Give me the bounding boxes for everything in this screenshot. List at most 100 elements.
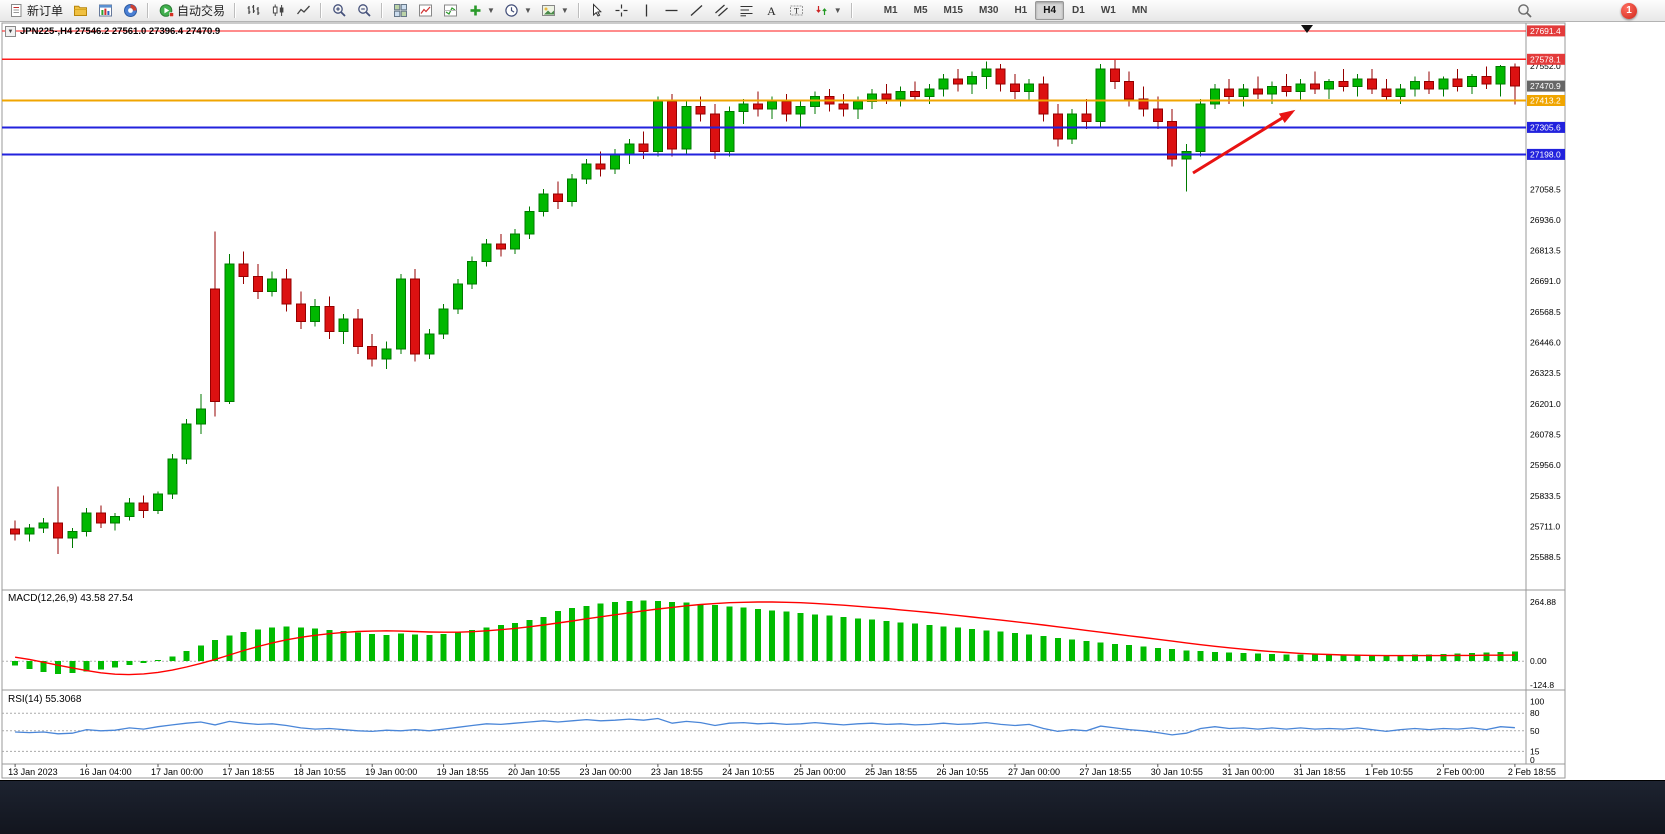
bar-chart-icon — [245, 3, 261, 19]
profiles-button[interactable] — [68, 1, 92, 21]
toolbar-separator — [234, 3, 237, 18]
horizontal-line-button[interactable] — [660, 1, 684, 21]
svg-text:26 Jan 10:55: 26 Jan 10:55 — [937, 767, 989, 777]
trend-arrow — [1192, 110, 1293, 175]
channel-button[interactable] — [710, 1, 734, 21]
timeframe-button-h1[interactable]: H1 — [1014, 5, 1028, 16]
templates-button[interactable]: ▼ — [537, 1, 573, 21]
chart-title-bar: ▼ JPN225-,H4 27546.2 27561.0 27396.4 274… — [5, 26, 220, 37]
line-chart-icon — [295, 3, 311, 19]
svg-text:A: A — [767, 4, 776, 18]
timeframe-button-d1[interactable]: D1 — [1072, 5, 1085, 16]
chart-region: 27552.0 27058.5 26936.0 26813.5 26691.0 26568… — [0, 22, 1665, 780]
svg-text:27 Jan 18:55: 27 Jan 18:55 — [1079, 767, 1131, 777]
svg-text:27470.9: 27470.9 — [1530, 81, 1561, 91]
one-click-trading-toggle[interactable]: ▼ — [5, 26, 16, 37]
time-axis: 13 Jan 2023 16 Jan 04:00 17 Jan 00:00 17 Ja… — [8, 764, 1556, 777]
toolbar-separator — [147, 3, 150, 18]
svg-text:26691.0: 26691.0 — [1530, 276, 1561, 286]
toolbar-separator — [320, 3, 323, 18]
indicators-button[interactable] — [413, 1, 437, 21]
svg-text:24 Jan 10:55: 24 Jan 10:55 — [722, 767, 774, 777]
line-chart-button[interactable] — [291, 1, 315, 21]
new-order-button[interactable]: 新订单 — [4, 1, 67, 21]
price-level-lines[interactable] — [2, 30, 1526, 156]
notification-badge[interactable]: 1 — [1621, 2, 1637, 19]
svg-text:0: 0 — [1530, 755, 1535, 765]
svg-text:26323.5: 26323.5 — [1530, 368, 1561, 378]
toolbar-separator — [850, 3, 853, 18]
svg-text:27413.2: 27413.2 — [1530, 96, 1561, 106]
cursor-button[interactable] — [585, 1, 609, 21]
timeframe-button-w1[interactable]: W1 — [1100, 5, 1116, 16]
timeframe-button-mn[interactable]: MN — [1131, 5, 1148, 16]
svg-text:26201.0: 26201.0 — [1530, 399, 1561, 409]
svg-text:27058.5: 27058.5 — [1530, 184, 1561, 194]
svg-text:100: 100 — [1530, 696, 1544, 706]
search-icon[interactable] — [1517, 3, 1533, 19]
clock-icon — [504, 3, 520, 19]
svg-text:31 Jan 00:00: 31 Jan 00:00 — [1222, 767, 1274, 777]
taskbar — [0, 780, 1665, 834]
auto-trading-button[interactable]: 自动交易 — [154, 1, 229, 21]
annotations[interactable] — [1192, 25, 1313, 175]
help-button[interactable] — [118, 1, 142, 21]
svg-text:16 Jan 04:00: 16 Jan 04:00 — [80, 767, 132, 777]
zoom-out-icon — [356, 3, 372, 19]
text-label-button[interactable]: T — [785, 1, 809, 21]
horizontal-line-icon — [664, 3, 680, 19]
timeframe-button-m1[interactable]: M1 — [883, 5, 898, 16]
svg-text:2 Feb 18:55: 2 Feb 18:55 — [1508, 767, 1556, 777]
templates-icon — [541, 3, 557, 19]
chart-title: JPN225-,H4 27546.2 27561.0 27396.4 27470… — [20, 26, 221, 37]
svg-text:25833.5: 25833.5 — [1530, 491, 1561, 501]
timeframe-button-h4[interactable]: H4 — [1035, 1, 1065, 20]
chevron-down-icon: ▼ — [523, 6, 532, 15]
crosshair-icon — [614, 3, 630, 19]
toolbar-right: 1 — [1517, 2, 1661, 19]
text-label-icon: T — [789, 3, 805, 19]
fibonacci-button[interactable] — [735, 1, 759, 21]
crosshair-button[interactable] — [610, 1, 634, 21]
add-indicator-button[interactable]: ▼ — [463, 1, 499, 21]
svg-text:23 Jan 00:00: 23 Jan 00:00 — [580, 767, 632, 777]
chevron-down-icon: ▼ — [833, 6, 842, 15]
svg-text:1 Feb 10:55: 1 Feb 10:55 — [1365, 767, 1413, 777]
zoom-out-button[interactable] — [352, 1, 376, 21]
chevron-down-icon: ▼ — [560, 6, 569, 15]
svg-text:18 Jan 10:55: 18 Jan 10:55 — [294, 767, 346, 777]
bar-chart-button[interactable] — [241, 1, 265, 21]
text-button[interactable]: A — [760, 1, 784, 21]
svg-text:30 Jan 10:55: 30 Jan 10:55 — [1151, 767, 1203, 777]
timeframe-button-m5[interactable]: M5 — [913, 5, 928, 16]
new-chart-button[interactable] — [93, 1, 117, 21]
svg-text:27305.6: 27305.6 — [1530, 122, 1561, 132]
tile-windows-button[interactable] — [388, 1, 412, 21]
timeframe-button-m30[interactable]: M30 — [978, 5, 999, 16]
svg-text:0.00: 0.00 — [1530, 656, 1547, 666]
svg-text:25 Jan 00:00: 25 Jan 00:00 — [794, 767, 846, 777]
chart-canvas[interactable]: 27552.0 27058.5 26936.0 26813.5 26691.0 26568… — [0, 22, 1665, 780]
candles[interactable] — [10, 58, 1520, 555]
shapes-button[interactable]: ▼ — [810, 1, 846, 21]
vertical-line-button[interactable] — [635, 1, 659, 21]
candlestick-chart-button[interactable] — [266, 1, 290, 21]
zoom-in-button[interactable] — [327, 1, 351, 21]
periods-button[interactable]: ▼ — [500, 1, 536, 21]
timeframe-button-m15[interactable]: M15 — [943, 5, 963, 16]
svg-text:20 Jan 10:55: 20 Jan 10:55 — [508, 767, 560, 777]
trendline-button[interactable] — [685, 1, 709, 21]
channel-icon — [714, 3, 730, 19]
help-icon — [122, 3, 138, 19]
svg-text:25956.0: 25956.0 — [1530, 460, 1561, 470]
indicator-level-lines — [2, 660, 1526, 752]
svg-text:25711.0: 25711.0 — [1530, 521, 1560, 531]
svg-text:17 Jan 18:55: 17 Jan 18:55 — [222, 767, 274, 777]
svg-text:25 Jan 18:55: 25 Jan 18:55 — [865, 767, 917, 777]
vertical-line-icon — [639, 3, 655, 19]
indicator-windows-button[interactable] — [438, 1, 462, 21]
macd-label: MACD(12,26,9) 43.58 27.54 — [8, 593, 134, 604]
down-arrow-marker — [1301, 25, 1313, 33]
toolbar-separator — [381, 3, 384, 18]
svg-text:26936.0: 26936.0 — [1530, 215, 1561, 225]
